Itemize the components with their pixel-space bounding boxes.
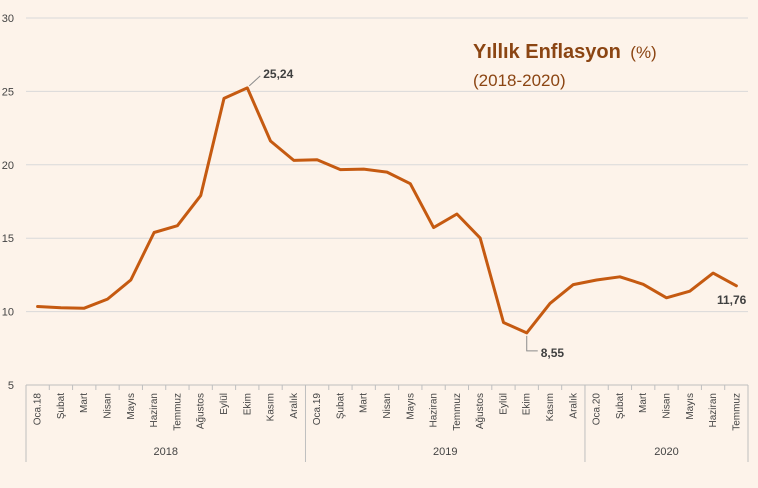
annotation-leader [526, 335, 538, 352]
x-tick-label: Oca.19 [312, 393, 323, 426]
y-axis-ticks: 5 10 15 20 25 30 [2, 13, 14, 392]
year-label: 2019 [433, 446, 457, 458]
x-tick-label: Oca.18 [33, 393, 44, 426]
x-tick-label: Kasım [545, 393, 556, 421]
chart-title-group: Yıllık Enflasyon (%) (2018-2020) [473, 41, 657, 90]
x-tick-label: Ekim [522, 393, 533, 415]
x-tick-label: Mart [79, 393, 90, 413]
chart-subtitle: (2018-2020) [473, 71, 566, 90]
svg-text:Yıllık Enflasyon (%): Yıllık Enflasyon (%) [473, 41, 657, 63]
x-tick-label: Mayıs [126, 393, 137, 420]
x-tick-label: Temmuz [172, 393, 183, 431]
chart-title: Yıllık Enflasyon [473, 41, 621, 63]
y-tick-label: 30 [2, 13, 14, 25]
y-tick-label: 15 [2, 233, 14, 245]
annotation-leader [248, 75, 261, 87]
data-label: 11,76 [717, 293, 747, 307]
x-tick-label: Ağustos [196, 393, 207, 429]
x-tick-label: Ekim [242, 393, 253, 415]
x-tick-label: Haziran [429, 393, 440, 427]
axes [25, 384, 749, 390]
year-label: 2020 [654, 446, 678, 458]
x-tick-label: Aralık [289, 392, 300, 419]
x-tick-label: Eylül [498, 393, 509, 415]
x-tick-label: Eylül [219, 393, 230, 415]
chart-title-unit: (%) [630, 43, 656, 62]
y-tick-label: 20 [2, 160, 14, 172]
y-tick-label: 25 [2, 86, 14, 98]
x-tick-label: Haziran [149, 393, 160, 427]
x-tick-label: Ağustos [475, 393, 486, 429]
gridlines [26, 17, 748, 313]
year-label: 2018 [153, 446, 177, 458]
x-tick-label: Nisan [661, 393, 672, 419]
x-tick-label: Temmuz [452, 393, 463, 431]
x-tick-label: Temmuz [731, 393, 742, 431]
data-label: 8,55 [541, 346, 565, 360]
year-groups: 2018 2019 2020 [25, 385, 749, 462]
x-tick-label: Oca.20 [592, 393, 603, 426]
series-line [36, 86, 738, 335]
y-tick-label: 10 [2, 307, 14, 319]
x-tick-label: Nisan [103, 393, 114, 419]
x-tick-label: Nisan [382, 393, 393, 419]
x-axis-ticks: Oca.18 Şubat Mart Nisan Mayıs Haziran Temmuz Ağ… [33, 392, 743, 431]
data-label: 25,24 [263, 67, 293, 81]
x-tick-label: Kasım [266, 393, 277, 421]
x-tick-label: Haziran [708, 393, 719, 427]
annotations: 25,24 8,55 11,76 [248, 67, 747, 360]
x-tick-label: Mart [359, 393, 370, 413]
x-tick-label: Şubat [615, 393, 626, 419]
x-tick-label: Şubat [335, 393, 346, 419]
x-tick-label: Mart [638, 393, 649, 413]
x-tick-label: Şubat [56, 393, 67, 419]
series [36, 86, 738, 335]
x-tick-label: Mayıs [405, 393, 416, 420]
x-tick-label: Aralık [568, 392, 579, 419]
x-tick-label: Mayıs [685, 393, 696, 420]
y-tick-label: 5 [8, 380, 14, 392]
